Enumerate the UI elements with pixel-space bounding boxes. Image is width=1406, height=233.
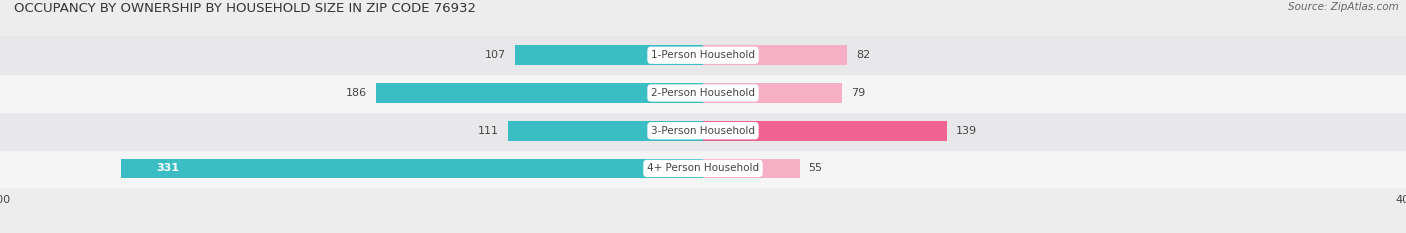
Text: 186: 186	[346, 88, 367, 98]
Bar	[0, 74, 1406, 112]
Text: Source: ZipAtlas.com: Source: ZipAtlas.com	[1288, 2, 1399, 12]
Text: 82: 82	[856, 50, 870, 60]
Text: 3-Person Household: 3-Person Household	[651, 126, 755, 136]
Text: 55: 55	[808, 163, 823, 173]
Bar	[0, 36, 1406, 74]
Bar	[508, 121, 703, 140]
Text: 79: 79	[851, 88, 865, 98]
Bar	[703, 83, 842, 103]
Text: 107: 107	[485, 50, 506, 60]
Bar	[121, 159, 703, 178]
Bar	[0, 112, 1406, 150]
Text: 139: 139	[956, 126, 977, 136]
Bar	[515, 45, 703, 65]
Bar	[703, 45, 846, 65]
Text: 4+ Person Household: 4+ Person Household	[647, 163, 759, 173]
Text: 1-Person Household: 1-Person Household	[651, 50, 755, 60]
Text: 111: 111	[478, 126, 499, 136]
Bar	[0, 150, 1406, 187]
Bar	[703, 121, 948, 140]
Bar	[375, 83, 703, 103]
Text: 331: 331	[156, 163, 180, 173]
Text: 2-Person Household: 2-Person Household	[651, 88, 755, 98]
Text: OCCUPANCY BY OWNERSHIP BY HOUSEHOLD SIZE IN ZIP CODE 76932: OCCUPANCY BY OWNERSHIP BY HOUSEHOLD SIZE…	[14, 2, 477, 15]
Bar	[703, 159, 800, 178]
